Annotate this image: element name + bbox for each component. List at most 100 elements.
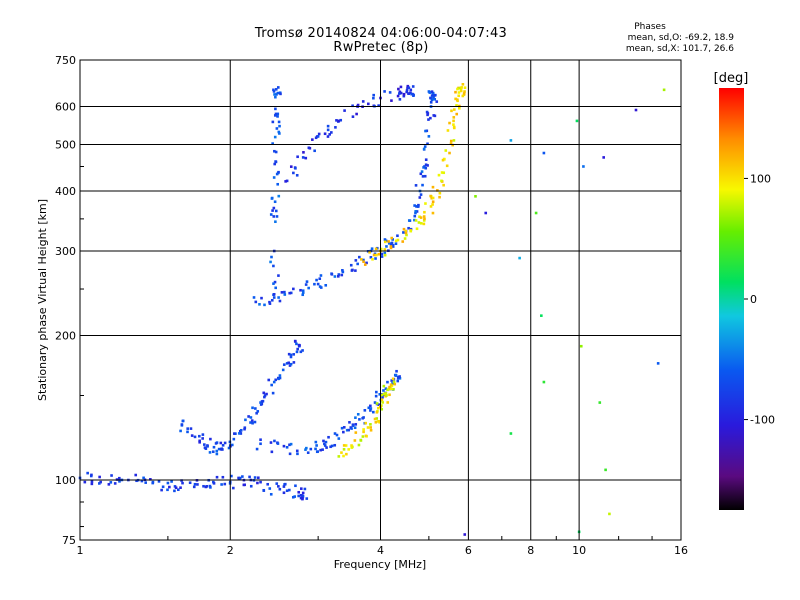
- data-point: [426, 113, 429, 117]
- data-point: [311, 138, 314, 141]
- data-point: [435, 100, 439, 103]
- data-point: [342, 426, 346, 429]
- data-point: [341, 270, 345, 274]
- data-point: [396, 238, 400, 242]
- data-point: [248, 475, 251, 479]
- data-point: [317, 132, 321, 136]
- data-point: [377, 420, 381, 423]
- data-point: [273, 439, 276, 443]
- data-point: [342, 448, 346, 451]
- data-point: [270, 255, 273, 259]
- data-point: [277, 274, 280, 277]
- data-point: [287, 352, 291, 356]
- data-point: [274, 286, 278, 290]
- data-point: [369, 426, 372, 429]
- data-point: [285, 489, 289, 493]
- data-point: [166, 481, 170, 485]
- data-point: [375, 253, 378, 257]
- data-point: [399, 91, 403, 95]
- data-point: [406, 86, 409, 90]
- data-point: [301, 293, 305, 297]
- data-point: [289, 165, 293, 168]
- data-point: [369, 423, 372, 426]
- data-point: [192, 485, 196, 489]
- data-point: [292, 353, 296, 356]
- data-point: [375, 417, 379, 420]
- data-point: [405, 88, 409, 92]
- data-point: [208, 484, 212, 488]
- data-point: [390, 236, 394, 240]
- data-point: [425, 129, 429, 133]
- data-point: [323, 444, 327, 447]
- data-point: [302, 151, 305, 154]
- data-point: [388, 385, 391, 389]
- data-point: [276, 442, 280, 445]
- data-point: [215, 452, 219, 456]
- data-point: [272, 206, 276, 210]
- data-point: [369, 407, 373, 410]
- data-point: [151, 481, 155, 485]
- data-point: [383, 253, 387, 257]
- data-point: [181, 419, 185, 423]
- data-point: [275, 127, 279, 130]
- data-point: [360, 258, 363, 261]
- data-point: [385, 394, 388, 397]
- data-point: [383, 240, 387, 244]
- data-point: [277, 130, 281, 134]
- data-point: [273, 114, 277, 117]
- data-point: [452, 119, 455, 123]
- data-point: [363, 409, 367, 412]
- data-point: [376, 406, 380, 410]
- data-point: [366, 426, 370, 429]
- data-point: [405, 90, 409, 94]
- data-point: [457, 94, 461, 98]
- data-point: [90, 473, 93, 477]
- data-point: [429, 194, 432, 198]
- data-point: [230, 443, 234, 447]
- data-point: [285, 446, 289, 449]
- data-point: [253, 420, 257, 424]
- data-point: [402, 227, 406, 231]
- data-point: [272, 296, 276, 299]
- data-point: [303, 487, 307, 491]
- data-point: [459, 89, 463, 93]
- data-point: [518, 256, 521, 260]
- data-point: [582, 165, 585, 168]
- data-point: [412, 93, 415, 97]
- data-point: [350, 444, 353, 447]
- data-point: [423, 210, 426, 214]
- data-point: [353, 439, 357, 442]
- data-point: [319, 274, 323, 277]
- data-point: [247, 415, 250, 418]
- data-point: [411, 85, 415, 88]
- data-point: [424, 166, 428, 170]
- data-point: [401, 240, 405, 243]
- data-point: [274, 150, 278, 154]
- data-point: [179, 429, 182, 433]
- data-point: [295, 350, 299, 354]
- data-point: [239, 432, 243, 435]
- data-point: [374, 420, 378, 424]
- data-point: [208, 451, 212, 454]
- y-tick-label: 400: [55, 185, 76, 198]
- data-point: [374, 257, 377, 260]
- data-point: [173, 489, 176, 493]
- data-point: [299, 487, 303, 490]
- data-point: [394, 242, 398, 245]
- data-point: [203, 446, 207, 449]
- data-point: [456, 87, 459, 91]
- data-point: [315, 278, 318, 282]
- data-point: [232, 437, 236, 441]
- data-point: [389, 383, 393, 386]
- data-point: [392, 380, 396, 384]
- data-point: [423, 217, 426, 221]
- y-tick-label: 300: [55, 245, 76, 258]
- data-point: [424, 158, 428, 161]
- data-point: [430, 90, 434, 93]
- data-point: [215, 475, 219, 479]
- data-point: [457, 91, 461, 94]
- data-point: [330, 131, 333, 134]
- data-point: [272, 380, 276, 384]
- data-point: [177, 488, 180, 492]
